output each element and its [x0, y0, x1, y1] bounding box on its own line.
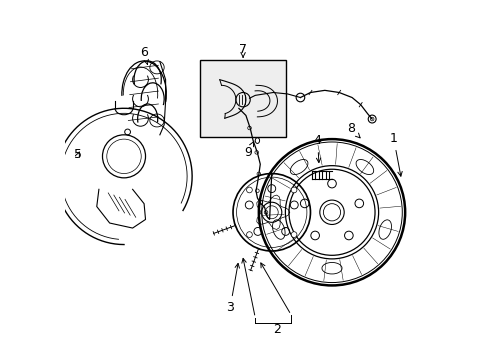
Text: 2: 2: [272, 323, 280, 336]
Text: 4: 4: [313, 134, 321, 162]
Circle shape: [291, 187, 296, 193]
Text: 1: 1: [389, 132, 402, 176]
Text: 8: 8: [346, 122, 359, 138]
Circle shape: [246, 232, 252, 238]
Circle shape: [246, 187, 252, 193]
Circle shape: [291, 232, 296, 238]
Bar: [200, 59, 285, 137]
Text: 5: 5: [74, 148, 82, 161]
Text: 9: 9: [244, 141, 253, 159]
Text: 3: 3: [226, 264, 239, 314]
Text: 7: 7: [239, 43, 246, 56]
Text: 6: 6: [140, 46, 148, 64]
